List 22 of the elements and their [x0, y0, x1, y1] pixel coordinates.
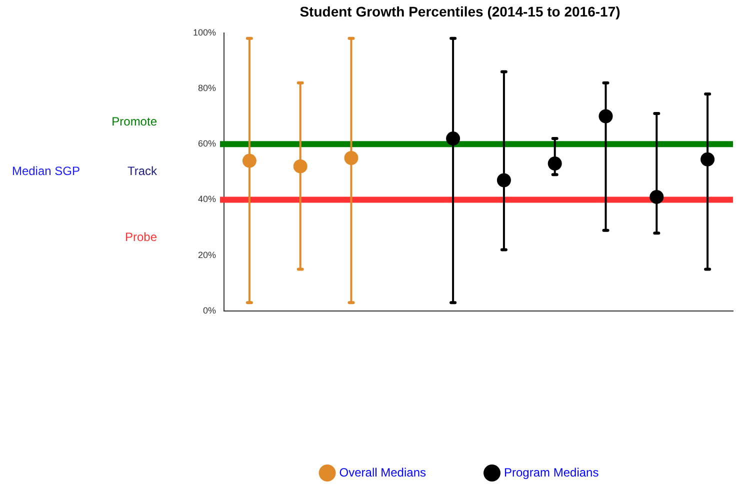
point [446, 132, 460, 146]
text: Median SGP [12, 164, 80, 178]
y-tick-label: 80% [198, 82, 216, 93]
y-tick-label: 100% [192, 27, 216, 38]
point [344, 150, 358, 165]
y-tick-label: 20% [198, 250, 216, 260]
legend-label: Program Medians [504, 465, 599, 480]
text: Promote [112, 114, 158, 128]
point [293, 159, 308, 174]
point [548, 156, 562, 171]
y-tick-label: 0% [202, 305, 216, 316]
point [598, 109, 613, 124]
point [242, 154, 256, 168]
point [650, 190, 664, 204]
point [496, 173, 511, 188]
text: Track [127, 164, 158, 178]
legend-label: Overall Medians [339, 465, 426, 480]
y-tick-label: 60% [198, 138, 216, 149]
y-tick-label: 40% [198, 194, 216, 204]
chart-title: Student Growth Percentiles (2014-15 to 2016-17) [300, 3, 620, 20]
point [700, 152, 715, 166]
text: Probe [124, 230, 158, 244]
